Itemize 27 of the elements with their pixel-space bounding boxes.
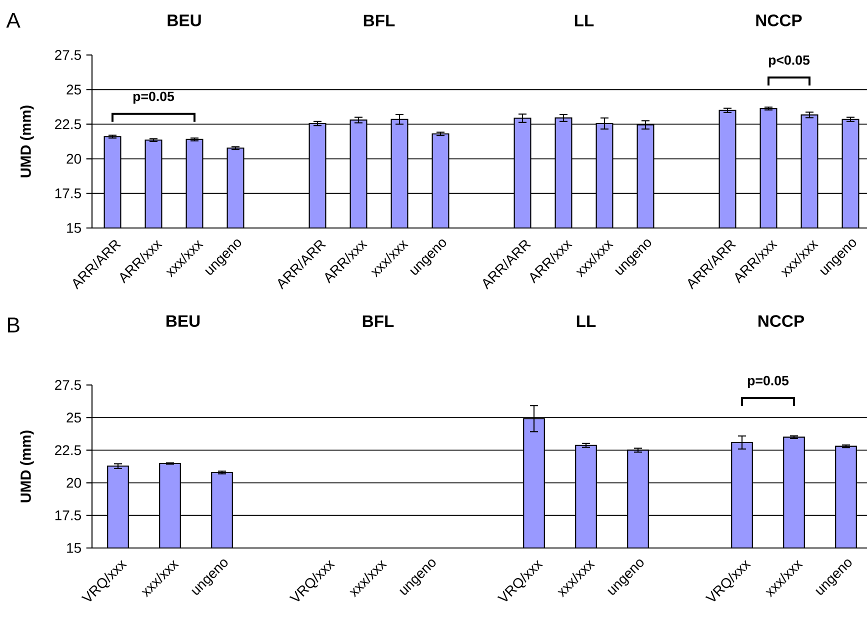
chart-title: NCCP [756, 14, 802, 26]
y-tick-label: 15 [67, 543, 82, 553]
y-tick-label: 22.5 [55, 445, 82, 456]
y-tick-label: 20 [66, 478, 82, 488]
y-tick-label: 25 [66, 412, 82, 423]
y-tick-label: 27.5 [55, 50, 82, 60]
chart-title: LL [576, 315, 596, 327]
chart-title: LL [574, 14, 594, 26]
y-tick-label: 17.5 [55, 510, 82, 520]
annotation: p=0.05 [133, 92, 174, 104]
y-tick-label: 20 [66, 154, 82, 164]
annotation: p<0.05 [768, 55, 810, 68]
text: B [8, 318, 20, 332]
text: A [6, 12, 20, 28]
y-axis-title: UMD (mm) [20, 430, 34, 502]
y-tick-label: 17.5 [55, 188, 82, 198]
chart-title: NCCP [758, 315, 804, 327]
y-tick-label: 22.5 [55, 119, 82, 130]
y-tick-label: 25 [66, 84, 82, 95]
y-tick-label: 15 [67, 223, 82, 233]
chart-title: BEU [168, 14, 201, 26]
y-axis-title: UMD (mm) [20, 106, 34, 178]
chart-title: BEU [166, 315, 200, 327]
annotation: p=0.05 [748, 376, 789, 388]
chart-title: BFL [362, 315, 394, 327]
y-tick-label: 27.5 [55, 380, 82, 390]
chart-title: BFL [364, 14, 395, 26]
